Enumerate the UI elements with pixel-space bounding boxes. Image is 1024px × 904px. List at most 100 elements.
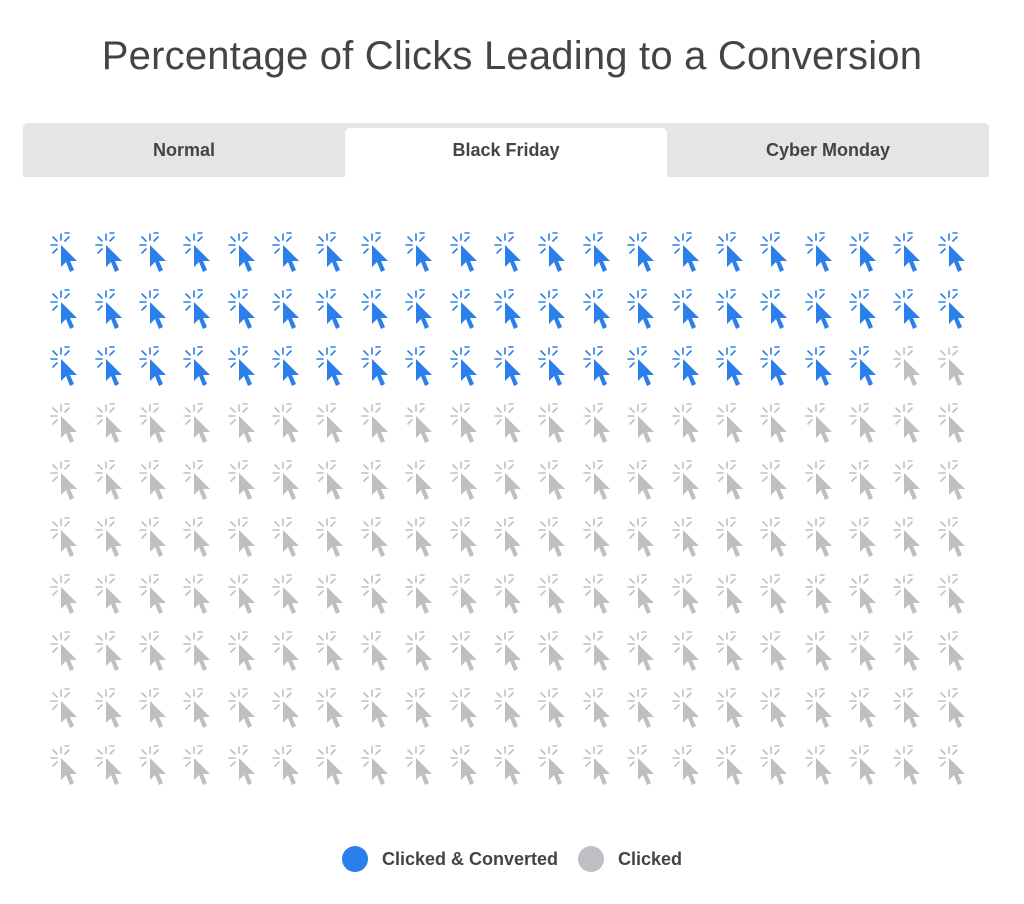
click-cursor-icon <box>272 630 300 671</box>
icon-clicked <box>530 510 574 567</box>
click-cursor-icon <box>50 630 78 671</box>
icon-clicked <box>175 738 219 795</box>
click-cursor-icon <box>316 345 344 386</box>
click-cursor-icon <box>849 630 877 671</box>
icon-clicked <box>486 453 530 510</box>
click-cursor-icon <box>893 231 921 272</box>
icon-clicked <box>308 510 352 567</box>
click-cursor-icon <box>361 687 388 728</box>
click-cursor-icon <box>50 231 78 272</box>
icon-clicked <box>220 453 264 510</box>
icon-clicked <box>42 681 86 738</box>
icon-clicked-converted <box>841 282 885 339</box>
click-cursor-icon <box>494 744 521 785</box>
click-cursor-icon <box>449 288 477 329</box>
icon-clicked-converted <box>708 339 752 396</box>
icon-clicked <box>264 510 308 567</box>
tab-normal[interactable]: Normal <box>152 139 215 160</box>
icon-clicked-converted <box>575 225 619 282</box>
icon-clicked <box>441 510 485 567</box>
icon-clicked <box>752 738 796 795</box>
icon-clicked <box>441 396 485 453</box>
click-cursor-icon <box>849 459 877 500</box>
click-cursor-icon <box>94 516 122 557</box>
click-cursor-icon <box>405 402 433 443</box>
icon-clicked <box>131 453 175 510</box>
icon-clicked <box>86 396 130 453</box>
icon-clicked <box>752 510 796 567</box>
click-cursor-icon <box>849 345 877 386</box>
icon-clicked <box>752 396 796 453</box>
icon-clicked <box>841 510 885 567</box>
icon-clicked <box>796 681 840 738</box>
click-cursor-icon <box>272 744 300 785</box>
icon-clicked <box>308 624 352 681</box>
click-cursor-icon <box>405 231 433 272</box>
click-cursor-icon <box>671 516 699 557</box>
icon-clicked <box>353 396 397 453</box>
click-cursor-icon <box>582 459 610 500</box>
click-cursor-icon <box>538 459 566 500</box>
icon-clicked-converted <box>796 282 840 339</box>
click-cursor-icon <box>627 630 655 671</box>
icon-clicked <box>220 624 264 681</box>
icon-clicked <box>663 567 707 624</box>
click-cursor-icon <box>272 573 300 614</box>
icon-clicked <box>708 396 752 453</box>
icon-clicked-converted <box>530 282 574 339</box>
icon-clicked <box>885 681 929 738</box>
icon-clicked <box>175 396 219 453</box>
icon-clicked <box>264 567 308 624</box>
icon-clicked <box>397 567 441 624</box>
icon-clicked <box>841 681 885 738</box>
icon-clicked <box>308 738 352 795</box>
click-cursor-icon <box>316 288 344 329</box>
icon-clicked-converted <box>663 282 707 339</box>
click-cursor-icon <box>449 516 477 557</box>
click-cursor-icon <box>538 630 566 671</box>
click-cursor-icon <box>227 402 255 443</box>
click-cursor-icon <box>361 573 388 614</box>
icon-clicked <box>708 624 752 681</box>
icon-clicked-converted <box>796 225 840 282</box>
click-cursor-icon <box>316 516 344 557</box>
icon-clicked <box>220 396 264 453</box>
icon-clicked <box>131 738 175 795</box>
click-cursor-icon <box>849 231 877 272</box>
click-cursor-icon <box>227 744 255 785</box>
click-cursor-icon <box>804 402 832 443</box>
icon-clicked <box>86 624 130 681</box>
click-cursor-icon <box>316 630 344 671</box>
click-cursor-icon <box>760 687 788 728</box>
icon-clicked <box>175 624 219 681</box>
click-cursor-icon <box>627 402 655 443</box>
click-cursor-icon <box>671 630 699 671</box>
icon-clicked-converted <box>397 339 441 396</box>
tab-black-friday[interactable]: Black Friday <box>345 128 667 177</box>
icon-clicked <box>42 510 86 567</box>
icon-clicked-converted <box>175 225 219 282</box>
click-cursor-icon <box>937 345 965 386</box>
click-cursor-icon <box>316 687 344 728</box>
icon-clicked <box>708 738 752 795</box>
click-cursor-icon <box>139 573 166 614</box>
click-cursor-icon <box>94 573 122 614</box>
click-cursor-icon <box>183 345 211 386</box>
icon-clicked <box>486 624 530 681</box>
icon-clicked-converted <box>131 282 175 339</box>
click-cursor-icon <box>405 573 433 614</box>
click-cursor-icon <box>494 288 521 329</box>
legend-swatch-clicked <box>578 846 604 872</box>
icon-clicked-converted <box>619 339 663 396</box>
click-cursor-icon <box>804 516 832 557</box>
click-cursor-icon <box>538 687 566 728</box>
click-cursor-icon <box>272 288 300 329</box>
click-cursor-icon <box>272 402 300 443</box>
click-cursor-icon <box>361 402 388 443</box>
click-cursor-icon <box>538 573 566 614</box>
tab-cyber-monday[interactable]: Cyber Monday <box>765 139 891 160</box>
click-cursor-icon <box>449 231 477 272</box>
icon-clicked-converted <box>264 282 308 339</box>
click-cursor-icon <box>538 288 566 329</box>
click-cursor-icon <box>937 402 965 443</box>
